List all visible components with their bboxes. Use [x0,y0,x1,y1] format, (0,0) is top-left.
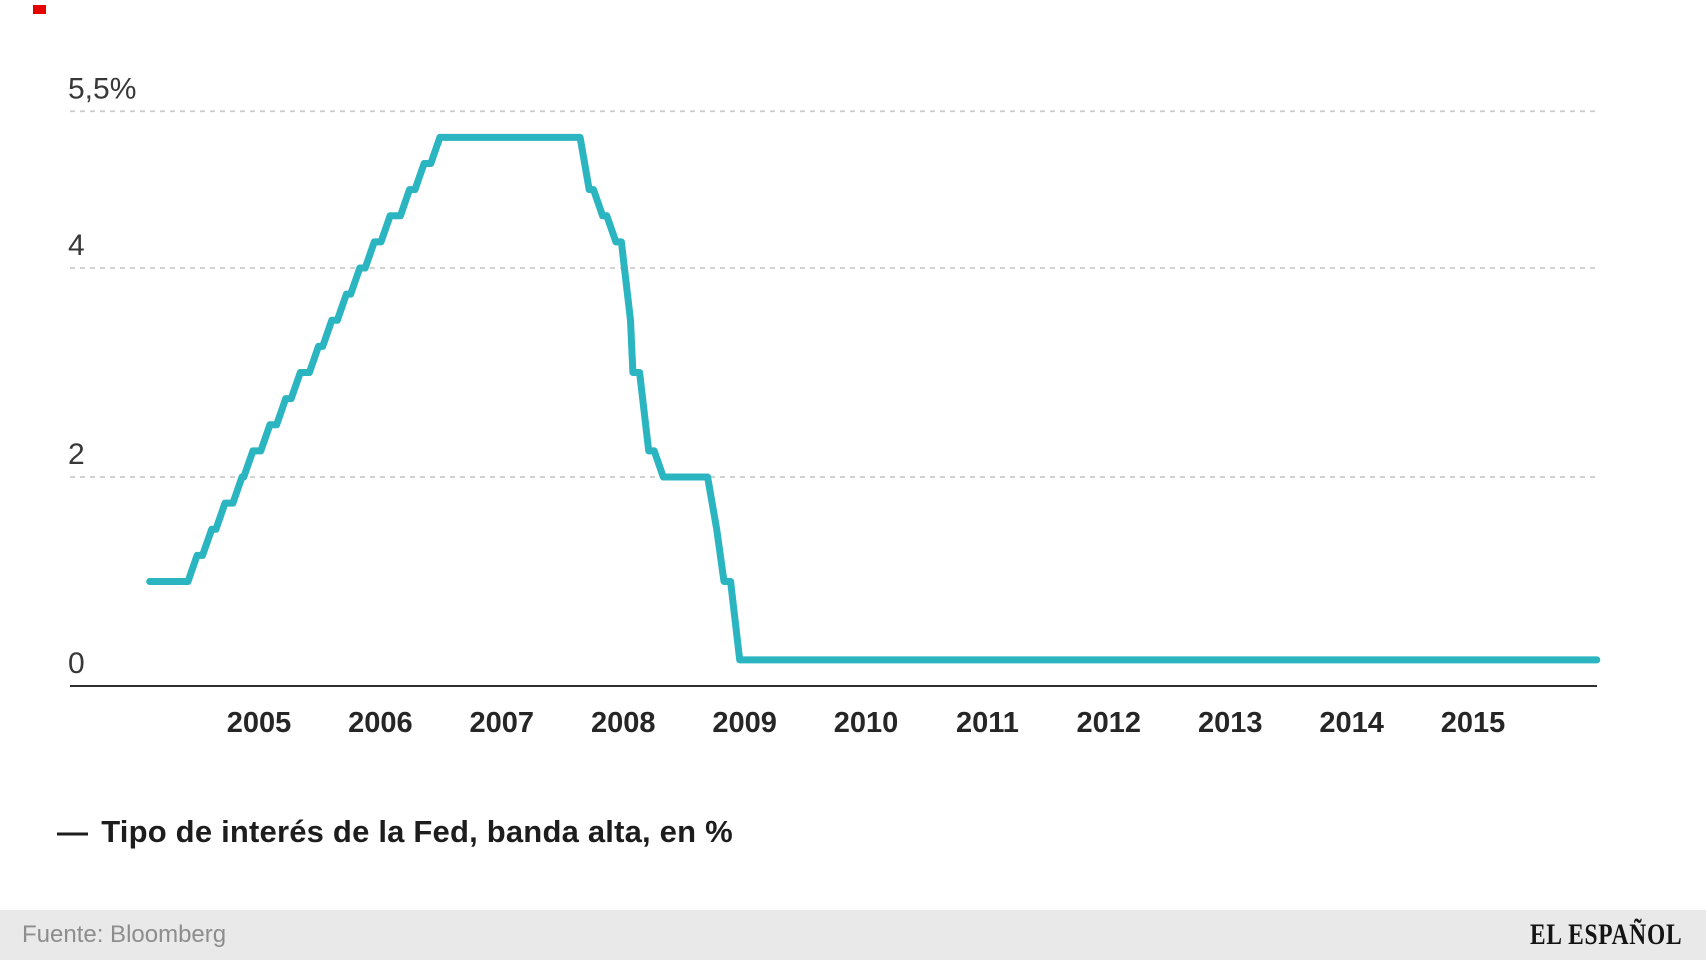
footer-bar: Fuente: Bloomberg EL ESPAÑOL [0,910,1706,960]
x-axis-tick-label: 2010 [834,707,899,739]
x-axis-tick-label: 2009 [712,707,777,739]
legend: — Tipo de interés de la Fed, banda alta, … [57,814,733,850]
y-axis-tick-label: 2 [68,438,85,471]
legend-line-marker: — [57,814,89,849]
red-corner-mark [33,5,46,14]
y-axis-tick-label: 5,5% [68,72,136,105]
legend-label: Tipo de interés de la Fed, banda alta, e… [101,814,733,849]
x-axis-tick-label: 2011 [956,707,1019,739]
x-axis-tick-label: 2005 [227,707,292,739]
x-axis-tick-label: 2012 [1077,707,1142,739]
x-axis-tick-label: 2006 [348,707,413,739]
x-axis-tick-label: 2014 [1319,707,1384,739]
x-axis-tick-label: 2013 [1198,707,1263,739]
y-axis-tick-label: 0 [68,647,85,680]
x-axis-tick-label: 2007 [470,707,535,739]
x-axis-tick-label: 2015 [1441,707,1506,739]
el-espanol-logo: EL ESPAÑOL [1529,918,1682,951]
source-credit: Fuente: Bloomberg [22,921,227,948]
y-axis-tick-label: 4 [68,229,85,262]
x-axis-tick-label: 2008 [591,707,656,739]
rate-line [146,133,1601,664]
